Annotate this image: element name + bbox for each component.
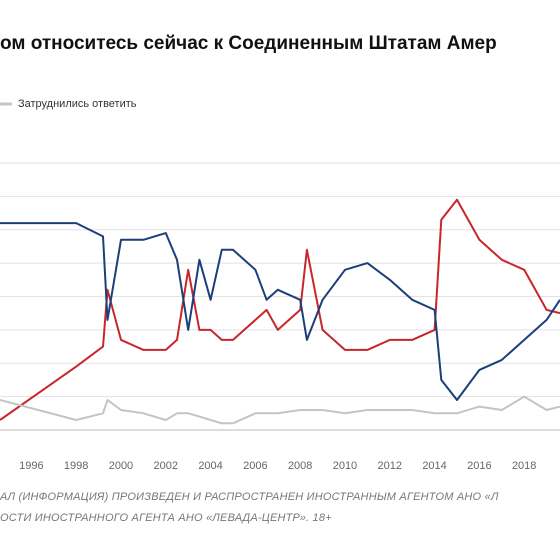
x-tick-label: 1996 [19, 460, 43, 472]
line [0, 395, 560, 425]
x-tick-label: 2000 [109, 460, 133, 472]
x-tick-label: 2004 [198, 460, 222, 472]
x-tick-label: 2018 [512, 460, 536, 472]
x-tick-label: 2002 [154, 460, 178, 472]
x-tick-label: 2008 [288, 460, 312, 472]
x-tick-label: 2012 [378, 460, 402, 472]
legend-label: Затруднились ответить [18, 98, 137, 110]
line [0, 198, 560, 421]
chart-title: ом относитесь сейчас к Соединенным Штата… [0, 33, 497, 54]
footnote: АЛ (ИНФОРМАЦИЯ) ПРОИЗВЕДЕН И РАСПРОСТРАН… [0, 491, 499, 503]
x-tick-label: 2010 [333, 460, 357, 472]
x-tick-label: 2006 [243, 460, 267, 472]
line [0, 222, 560, 401]
x-tick-label: 1998 [64, 460, 88, 472]
footnote: ОСТИ ИНОСТРАННОГО АГЕНТА АНО «ЛЕВАДА-ЦЕН… [0, 512, 332, 524]
x-tick-label: 2014 [422, 460, 446, 472]
x-tick-label: 2016 [467, 460, 491, 472]
